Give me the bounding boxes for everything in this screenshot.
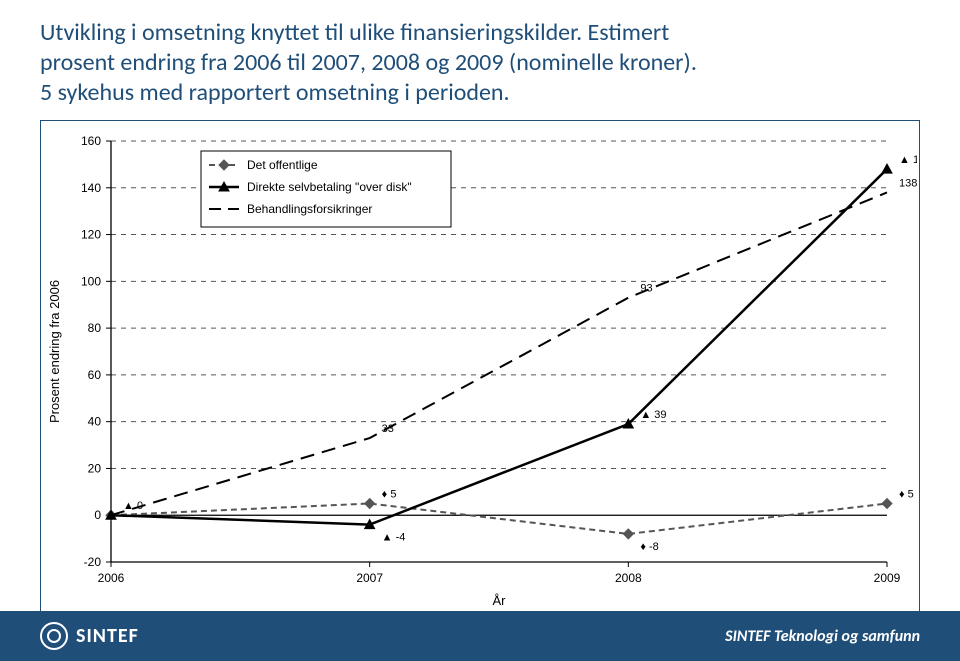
title-line-2: prosent endring fra 2006 til 2007, 2008 … <box>40 48 697 77</box>
svg-text:-20: -20 <box>84 555 102 569</box>
svg-text:Det offentlige: Det offentlige <box>247 158 318 172</box>
svg-text:▲ 148: ▲ 148 <box>899 154 917 166</box>
svg-text:120: 120 <box>81 228 101 242</box>
svg-text:20: 20 <box>88 461 102 475</box>
sintef-logo-text: SINTEF <box>76 624 139 648</box>
svg-text:138: 138 <box>899 177 917 189</box>
svg-text:Behandlingsforsikringer: Behandlingsforsikringer <box>247 202 372 216</box>
svg-text:♦ 5: ♦ 5 <box>382 489 397 501</box>
svg-text:♦ 5: ♦ 5 <box>899 489 914 501</box>
svg-text:▲ -4: ▲ -4 <box>382 532 406 544</box>
svg-text:40: 40 <box>88 415 102 429</box>
svg-text:2009: 2009 <box>874 571 901 585</box>
svg-text:0: 0 <box>94 508 101 522</box>
page-title: Utvikling i omsetning knyttet til ulike … <box>0 0 960 116</box>
svg-text:60: 60 <box>88 368 102 382</box>
svg-text:Prosent endring fra 2006: Prosent endring fra 2006 <box>47 280 62 423</box>
svg-text:93: 93 <box>640 283 652 295</box>
svg-text:År: År <box>493 593 507 608</box>
svg-text:2007: 2007 <box>356 571 383 585</box>
title-line-3: 5 sykehus med rapportert omsetning i per… <box>40 78 510 107</box>
svg-text:160: 160 <box>81 134 101 148</box>
svg-text:♦ -8: ♦ -8 <box>640 541 658 553</box>
footer-bar: SINTEF SINTEF Teknologi og samfunn <box>0 611 960 661</box>
svg-text:80: 80 <box>88 321 102 335</box>
sintef-logo-icon <box>40 622 68 650</box>
line-chart: -20 0 20 40 60 80 100 120 140 160 2006 2007 2008 2009… <box>41 121 917 617</box>
title-line-1: Utvikling i omsetning knyttet til ulike … <box>40 18 669 47</box>
sintef-logo: SINTEF <box>40 622 139 650</box>
svg-text:100: 100 <box>81 274 101 288</box>
svg-text:33: 33 <box>382 423 394 435</box>
svg-text:2006: 2006 <box>98 571 125 585</box>
svg-text:Direkte selvbetaling "over dis: Direkte selvbetaling "over disk" <box>247 180 412 194</box>
svg-text:140: 140 <box>81 181 101 195</box>
svg-text:▲ 39: ▲ 39 <box>640 409 666 421</box>
chart-container: -20 0 20 40 60 80 100 120 140 160 2006 2007 2008 2009… <box>40 120 920 622</box>
svg-text:2008: 2008 <box>615 571 642 585</box>
footer-right-text: SINTEF Teknologi og samfunn <box>725 627 920 646</box>
